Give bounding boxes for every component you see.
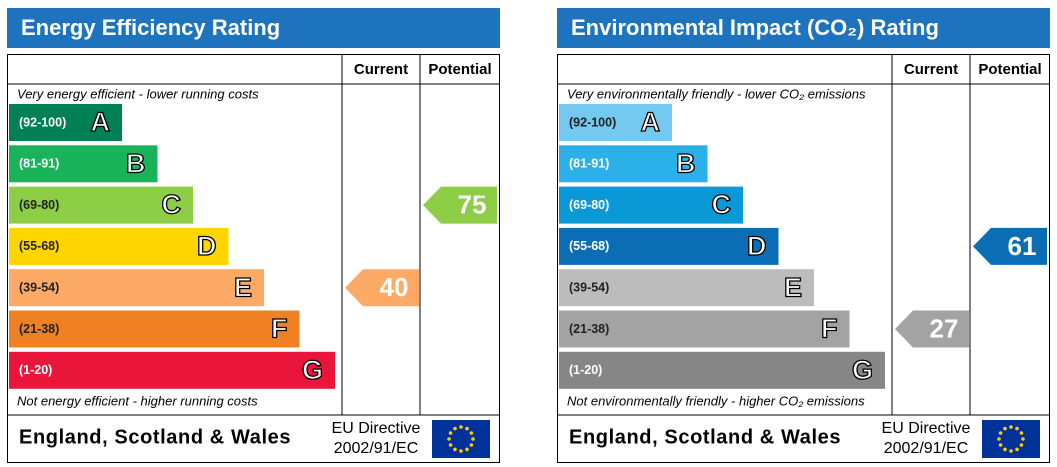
band-range: (55-68) [19, 239, 59, 253]
band-range: (1-20) [19, 363, 52, 377]
rating-value: 75 [458, 189, 487, 219]
rating-panel: Energy Efficiency Rating Current Potential… [7, 8, 500, 463]
band-letter: D [197, 231, 217, 261]
rating-value: 61 [1008, 231, 1037, 261]
rating-arrow [973, 227, 1047, 265]
column-header: Current [354, 61, 408, 78]
directive: EU Directive [332, 420, 421, 437]
eu-star [459, 425, 463, 429]
column-header: Potential [978, 61, 1041, 78]
footer-region: England, Scotland & Wales [19, 426, 291, 448]
eu-star [469, 431, 474, 435]
band-letter: D [747, 231, 767, 261]
band-letter: G [302, 355, 323, 385]
eu-star [1009, 449, 1013, 453]
band-letter: C [712, 190, 732, 220]
panel-frame [7, 54, 500, 463]
column-header: Current [904, 61, 958, 78]
band [9, 310, 300, 348]
band [559, 186, 743, 224]
panel-title: Environmental Impact (CO₂) Rating [571, 15, 939, 40]
eu-star [453, 447, 457, 452]
eu-star [459, 449, 463, 453]
band [9, 227, 229, 265]
band-range: (92-100) [19, 115, 66, 129]
band [559, 104, 672, 141]
eu-star [1019, 431, 1024, 435]
band [559, 145, 708, 183]
rating-value: 40 [380, 272, 409, 302]
eu-star [448, 443, 453, 447]
band-range: (1-20) [569, 363, 602, 377]
bottom-note: Not energy efficient - higher running co… [17, 393, 258, 408]
eu-star [998, 431, 1003, 435]
title-bar [7, 8, 500, 48]
rating-value: 27 [930, 313, 959, 343]
eu-star [1003, 426, 1007, 431]
eu-star [471, 437, 475, 441]
eu-star [465, 426, 469, 431]
directive: 2002/91/EC [334, 440, 419, 457]
band-letter: E [234, 272, 252, 302]
band-range: (81-91) [19, 157, 59, 171]
eu-star [997, 437, 1001, 441]
band-range: (21-38) [569, 322, 609, 336]
band [559, 269, 814, 307]
band [9, 186, 193, 224]
band-letter: A [91, 107, 111, 137]
band-range: (69-80) [19, 198, 59, 212]
eu-star [1009, 425, 1013, 429]
eu-star [1021, 437, 1025, 441]
footer-region: England, Scotland & Wales [569, 426, 841, 448]
eu-star [469, 443, 474, 447]
band-letter: C [162, 190, 182, 220]
bottom-note: Not environmentally friendly - higher CO… [567, 393, 865, 408]
directive: 2002/91/EC [884, 440, 969, 457]
rating-arrow [895, 310, 969, 348]
band-letter: G [852, 355, 873, 385]
eu-star [447, 437, 451, 441]
band-letter: B [126, 148, 146, 178]
band-range: (39-54) [569, 280, 609, 294]
top-note: Very energy efficient - lower running co… [17, 86, 259, 101]
band-letter: E [784, 272, 802, 302]
band-letter: B [676, 148, 696, 178]
band [9, 351, 335, 389]
eu-star [998, 443, 1003, 447]
title-bar [557, 8, 1050, 48]
band [559, 227, 779, 265]
eu-star [465, 447, 469, 452]
band-letter: F [821, 314, 838, 344]
eu-star [1019, 443, 1024, 447]
band-letter: F [271, 314, 288, 344]
band [9, 269, 264, 307]
band-range: (92-100) [569, 115, 616, 129]
band-range: (81-91) [569, 157, 609, 171]
eu-star [448, 431, 453, 435]
rating-arrow [345, 269, 419, 307]
band-range: (55-68) [569, 239, 609, 253]
panel-frame [557, 54, 1050, 463]
eu-star [453, 426, 457, 431]
eu-star [1015, 447, 1019, 452]
top-note: Very environmentally friendly - lower CO… [567, 86, 866, 101]
band-letter: A [641, 107, 661, 137]
band-range: (39-54) [19, 280, 59, 294]
rating-panel: Environmental Impact (CO₂) Rating Current… [557, 8, 1050, 463]
band [9, 104, 122, 141]
rating-arrow [423, 186, 497, 224]
eu-star [1015, 426, 1019, 431]
directive: EU Directive [882, 420, 971, 437]
band-range: (69-80) [569, 198, 609, 212]
band [9, 145, 158, 183]
band [559, 310, 850, 348]
eu-star [1003, 447, 1007, 452]
column-header: Potential [428, 61, 491, 78]
panel-title: Energy Efficiency Rating [21, 15, 280, 40]
band [559, 351, 885, 389]
band-range: (21-38) [19, 322, 59, 336]
